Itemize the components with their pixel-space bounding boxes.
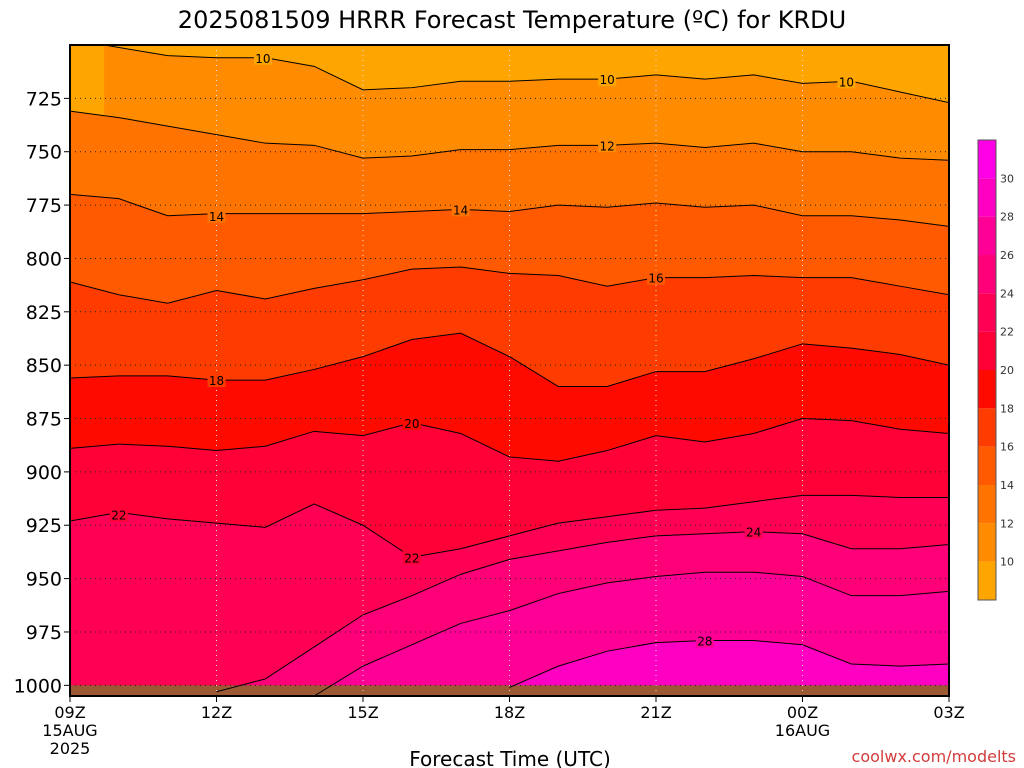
colorbar-swatch-6 <box>978 331 996 370</box>
colorbar-tick-28: 28 <box>1000 211 1014 224</box>
x-tick-label-21Z: 21Z <box>640 703 671 722</box>
contour-label-28: 28 <box>697 635 712 649</box>
x-tick-label-15Z: 15Z <box>347 703 378 722</box>
colorbar-swatch-9 <box>978 216 996 255</box>
colorbar-frame <box>977 139 997 601</box>
y-tick-label-725: 725 <box>26 88 62 110</box>
isotherm-26 <box>313 571 949 696</box>
axes: 725 750 775 800 825 850 875 900 925 950 975 1000 09Z… <box>14 44 965 758</box>
contour-label-18: 18 <box>209 374 224 388</box>
contour-label-bg <box>207 208 226 223</box>
y-tick-label-825: 825 <box>26 302 62 324</box>
x-axis-label: Forecast Time (UTC) <box>409 747 611 768</box>
contour-label-bg <box>837 74 856 89</box>
y-tick-label-775: 775 <box>26 195 62 217</box>
contour-label-bg <box>598 72 617 87</box>
contour-label-bg <box>744 524 763 539</box>
contour-label-10: 10 <box>255 52 270 66</box>
x-tick-date-label: 16AUG <box>775 721 830 740</box>
x-tick-label-18Z: 18Z <box>494 703 525 722</box>
credit-text[interactable]: coolwx.com/modelts <box>852 747 1016 766</box>
isotherm-16 <box>70 266 949 304</box>
colorbar-swatch-7 <box>978 293 996 332</box>
contour-label-24: 24 <box>746 526 761 540</box>
colorbar-swatch-11 <box>978 140 996 179</box>
y-tick-label-975: 975 <box>26 622 62 644</box>
colorbar-swatch-8 <box>978 255 996 294</box>
colorbar-tick-16: 16 <box>1000 441 1014 454</box>
y-tick-label-875: 875 <box>26 409 62 431</box>
contour-label-14: 14 <box>209 210 224 224</box>
x-tick-label-12Z: 12Z <box>201 703 232 722</box>
y-tick-label-850: 850 <box>26 355 62 377</box>
contour-label-bg <box>207 373 226 388</box>
y-tick-label-1000: 1000 <box>14 675 62 697</box>
x-tick-label-09Z: 09Z <box>54 703 85 722</box>
y-tick-label-900: 900 <box>26 462 62 484</box>
isotherm-24 <box>216 531 949 693</box>
colorbar-swatch-4 <box>978 408 996 447</box>
colorbar-swatch-10 <box>978 178 996 217</box>
contour-label-10: 10 <box>600 73 615 87</box>
x-tick-label-00Z: 00Z <box>787 703 818 722</box>
y-tick-label-950: 950 <box>26 569 62 591</box>
contour-label-bg <box>109 507 128 522</box>
contour-label-bg <box>695 633 714 648</box>
chart-title: 2025081509 HRRR Forecast Temperature (ºC… <box>178 6 846 34</box>
colorbar-tick-24: 24 <box>1000 287 1014 300</box>
colorbar-swatch-1 <box>978 523 996 562</box>
colorbar-tick-26: 26 <box>1000 249 1014 262</box>
isotherm-22 <box>70 494 949 558</box>
plot-area: 10 10 10 12 14 14 16 18 20 22 22 24 28 <box>70 45 949 696</box>
colorbar-tick-22: 22 <box>1000 326 1014 339</box>
colorbar-tick-30: 30 <box>1000 172 1014 185</box>
contour-label-16: 16 <box>648 272 663 286</box>
x-tick-year-label: 2025 <box>50 739 91 758</box>
y-tick-label-800: 800 <box>26 248 62 270</box>
contour-label-10: 10 <box>839 75 854 89</box>
x-tick-label-03Z: 03Z <box>933 703 964 722</box>
temp-band-above-28 <box>509 640 949 696</box>
contour-label-bg <box>402 415 421 430</box>
contour-label-22: 22 <box>404 551 419 565</box>
isotherm-28 <box>509 640 949 688</box>
contour-label-12: 12 <box>600 139 615 153</box>
colorbar-tick-12: 12 <box>1000 517 1014 530</box>
colorbar-swatch-2 <box>978 485 996 524</box>
contour-label-bg <box>402 550 421 565</box>
y-tick-label-750: 750 <box>26 142 62 164</box>
isotherm-12 <box>70 110 949 161</box>
contour-label-bg <box>647 270 665 285</box>
contour-label-20: 20 <box>404 417 419 431</box>
contour-label-bg <box>598 138 617 153</box>
colorbar-tick-20: 20 <box>1000 364 1014 377</box>
colorbar-swatch-0 <box>978 561 996 600</box>
colorbar-swatch-5 <box>978 370 996 409</box>
y-tick-label-925: 925 <box>26 515 62 537</box>
colorbar-tick-18: 18 <box>1000 402 1014 415</box>
colorbar-tick-10: 10 <box>1000 556 1014 569</box>
contour-label-22: 22 <box>111 509 126 523</box>
colorbar: 10 12 14 16 18 20 22 24 26 28 30 <box>977 139 1014 601</box>
contour-label-14: 14 <box>453 203 468 217</box>
colorbar-tick-14: 14 <box>1000 479 1014 492</box>
colorbar-swatch-3 <box>978 446 996 485</box>
x-tick-date-label: 15AUG <box>42 721 97 740</box>
isotherm-20 <box>70 418 949 462</box>
contour-label-bg <box>451 202 470 217</box>
contour-label-bg <box>253 50 272 65</box>
